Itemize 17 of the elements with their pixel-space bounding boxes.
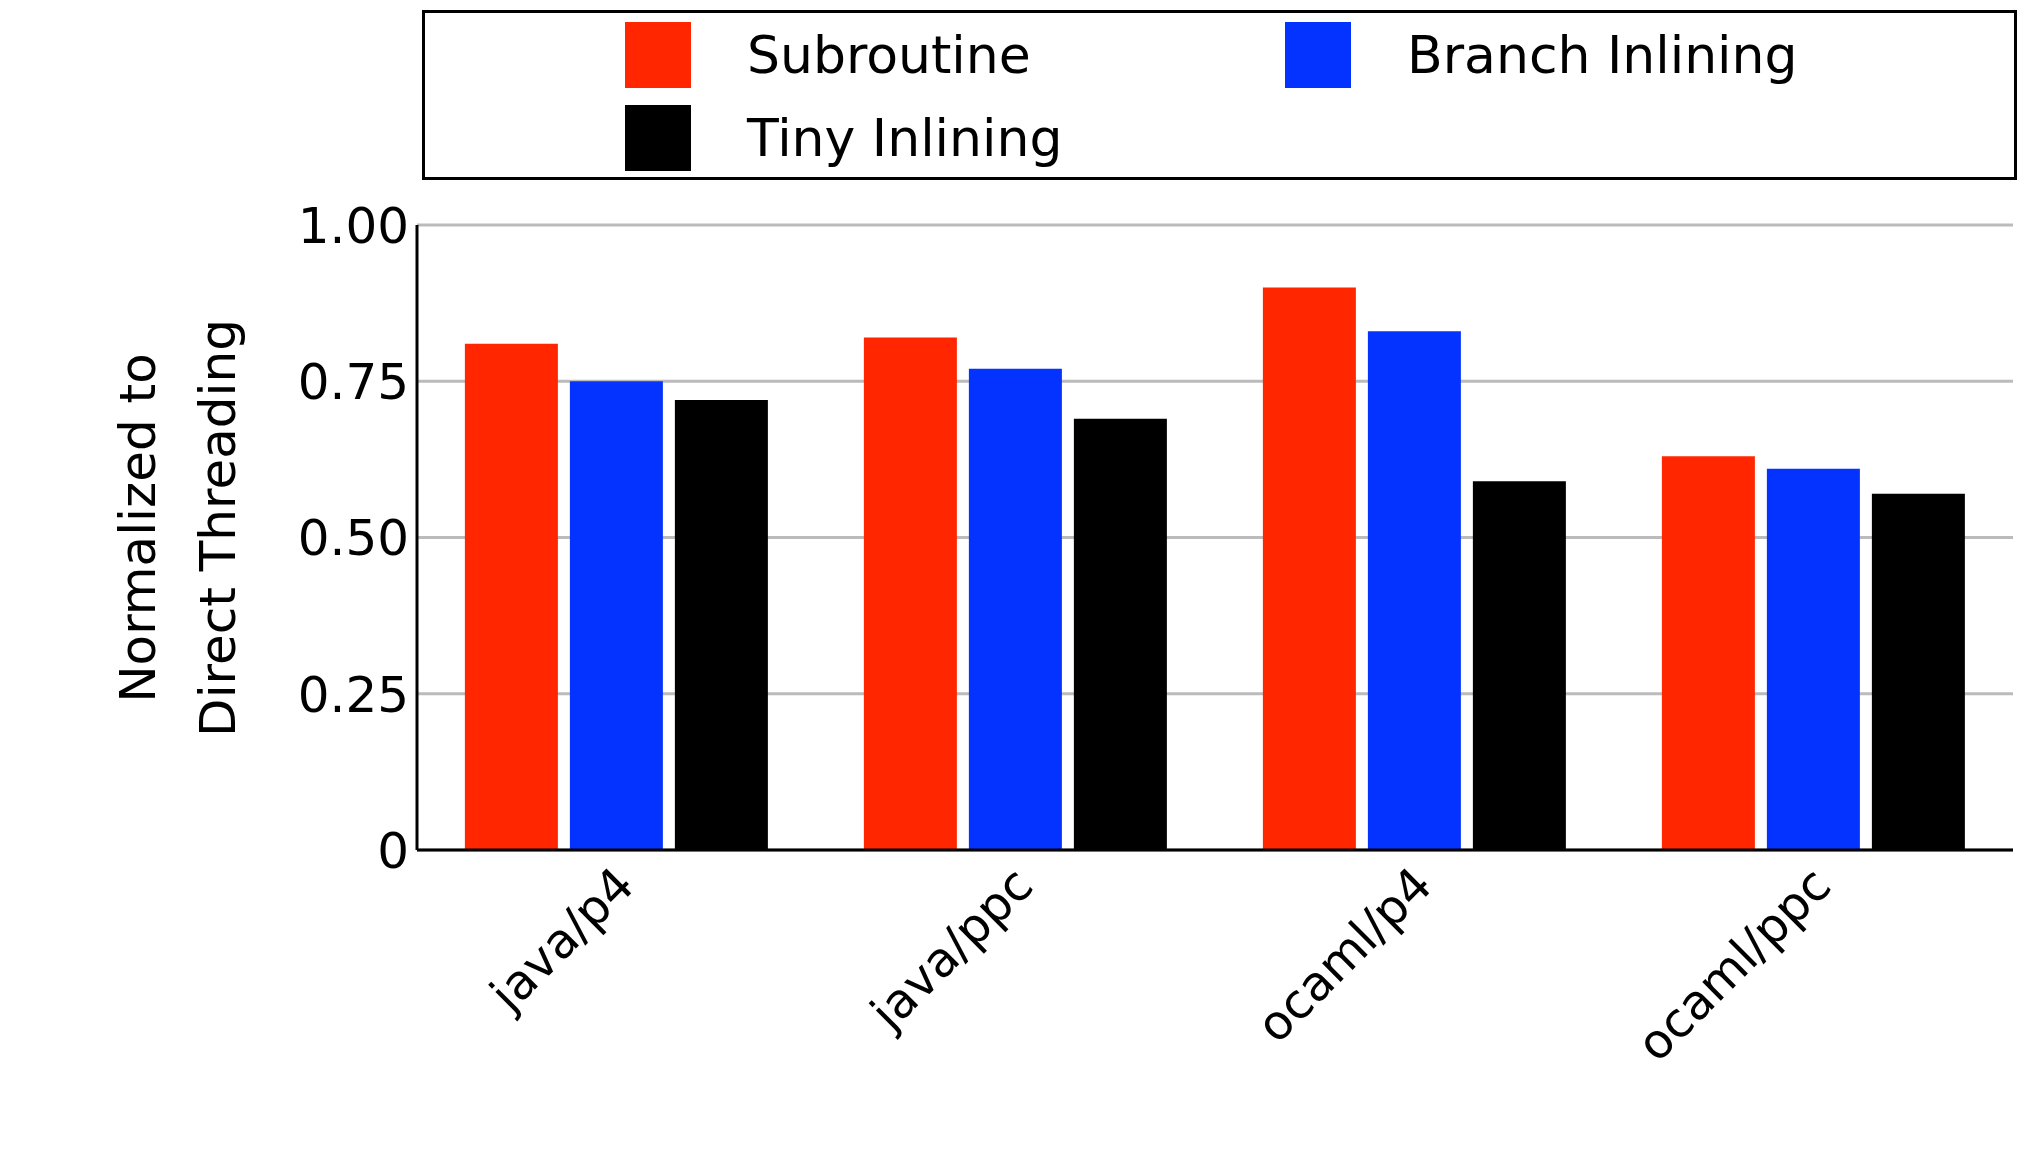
bar — [1262, 287, 1356, 850]
legend-label: Subroutine — [747, 25, 1031, 85]
bar — [569, 381, 663, 850]
y-tick-label: 0 — [377, 821, 409, 880]
y-tick-label: 1.00 — [297, 196, 409, 255]
bar — [1766, 468, 1860, 850]
bar — [968, 368, 1062, 850]
y-tick-label: 0.75 — [297, 353, 409, 411]
bar — [1661, 456, 1755, 850]
bar — [464, 343, 558, 850]
y-tick-label: 0.50 — [297, 509, 409, 568]
y-axis-title: Normalized to Direct Threading — [108, 318, 248, 739]
bar — [863, 337, 957, 850]
y-tick-label: 0.25 — [297, 665, 409, 724]
legend-label: Tiny Inlining — [747, 108, 1063, 168]
legend-label: Branch Inlining — [1407, 25, 1798, 85]
bar — [1367, 331, 1461, 850]
